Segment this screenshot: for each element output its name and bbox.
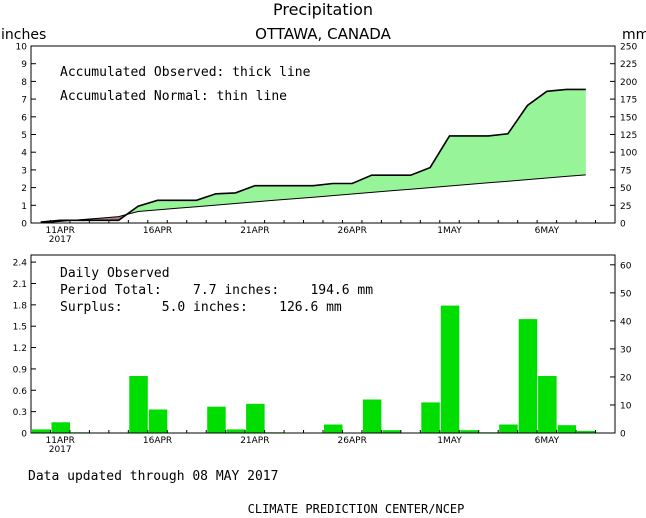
top-left-tick-label: 7	[21, 96, 27, 106]
top-right-tick-label: 225	[620, 60, 637, 70]
right-unit-label: mm	[622, 27, 646, 43]
top-x-tick-label: 21APR	[240, 226, 269, 236]
bottom-left-tick-label: 0	[21, 430, 27, 440]
top-right-tick-label: 200	[620, 78, 637, 88]
top-x-tick-label: 26APR	[338, 226, 367, 236]
normal-line	[40, 174, 586, 224]
top-left-tick-label: 10	[16, 43, 28, 53]
bottom-x-tick-year: 2017	[49, 445, 72, 455]
daily-bar	[129, 376, 148, 433]
deficit-area-1	[73, 214, 127, 221]
bottom-x-tick-label: 26APR	[338, 436, 367, 446]
daily-bar	[460, 430, 479, 433]
top-left-tick-label: 6	[21, 113, 27, 123]
daily-bar	[32, 429, 51, 433]
bottom-left-tick-label: 1.2	[13, 344, 27, 354]
daily-bar	[538, 376, 557, 433]
credit-footer: CLIMATE PREDICTION CENTER/NCEP	[248, 502, 465, 516]
top-right-tick-label: 150	[620, 113, 637, 123]
bottom-left-tick-label: 2.4	[13, 259, 28, 269]
chart-subtitle: OTTAWA, CANADA	[255, 25, 391, 43]
daily-bar	[148, 409, 168, 433]
bottom-left-tick-label: 0.6	[13, 387, 28, 397]
top-right-tick-label: 175	[620, 96, 637, 106]
daily-bar	[440, 305, 460, 433]
daily-bar	[421, 402, 440, 433]
top-right-tick-label: 50	[620, 184, 632, 194]
bottom-x-tick-label: 6MAY	[535, 436, 560, 446]
daily-plot: 0 0.3 0.6 0.9 1.2 1.5 1.8 2.1 2.4 0 10 20 30 40 50 60 11…	[13, 254, 632, 455]
top-right-tick-label: 0	[620, 220, 626, 230]
bottom-x-tick-label: 11APR	[46, 436, 75, 446]
daily-bar	[499, 424, 518, 433]
daily-bar	[518, 319, 538, 433]
bottom-left-tick-label: 1.8	[13, 301, 28, 311]
top-x-tick-label: 6MAY	[535, 226, 560, 236]
daily-bar	[557, 425, 577, 433]
top-right-tick-label: 125	[620, 131, 637, 141]
bottom-right-tick-label: 10	[620, 401, 632, 411]
daily-bar	[51, 422, 70, 433]
accumulated-plot: 0123456789100255075100125150175200225250…	[16, 43, 638, 246]
top-x-tick-label: 1MAY	[437, 226, 462, 236]
bottom-right-tick-label: 50	[620, 289, 632, 299]
chart-title: Precipitation	[273, 0, 373, 19]
bottom-left-tick-label: 1.5	[13, 323, 27, 333]
bottom-x-tick-label: 16APR	[143, 436, 172, 446]
top-left-tick-label: 4	[21, 149, 27, 159]
top-x-tick-label: 11APR	[46, 226, 75, 236]
top-right-tick-label: 100	[620, 149, 637, 159]
daily-bar	[324, 424, 343, 433]
bottom-right-tick-label: 0	[620, 430, 626, 440]
data-updated-footer: Data updated through 08 MAY 2017	[28, 469, 278, 484]
top-right-tick-label: 25	[620, 202, 631, 212]
bottom-left-tick-label: 2.1	[13, 280, 27, 290]
daily-bar	[207, 406, 226, 433]
left-unit-label: inches	[1, 27, 46, 43]
observed-line	[40, 88, 586, 223]
top-annotation-normal: Accumulated Normal: thin line	[60, 89, 287, 104]
daily-bar	[362, 399, 382, 433]
bottom-left-tick-label: 0.9	[13, 365, 28, 375]
daily-annotation-title: Daily Observed	[60, 266, 170, 281]
daily-annotation-surplus: Surplus: 5.0 inches: 126.6 mm	[60, 300, 342, 315]
top-left-tick-label: 1	[21, 202, 27, 212]
top-left-tick-label: 3	[21, 166, 27, 176]
top-left-tick-label: 9	[21, 60, 27, 70]
bottom-right-tick-label: 40	[620, 317, 632, 327]
top-right-tick-label: 75	[620, 166, 631, 176]
daily-bar	[246, 403, 265, 433]
bottom-left-tick-label: 0.3	[13, 408, 27, 418]
top-left-tick-label: 0	[21, 220, 27, 230]
bottom-right-tick-label: 30	[620, 345, 632, 355]
top-left-tick-label: 2	[21, 184, 27, 194]
top-left-tick-label: 8	[21, 78, 27, 88]
daily-bar	[226, 429, 246, 433]
top-x-tick-label: 16APR	[143, 226, 172, 236]
top-right-tick-label: 250	[620, 43, 637, 53]
bottom-right-tick-label: 60	[620, 261, 632, 271]
daily-bar	[577, 430, 596, 433]
surplus-area-2	[126, 89, 586, 215]
top-left-tick-label: 5	[21, 131, 27, 141]
top-annotation-observed: Accumulated Observed: thick line	[60, 65, 311, 80]
bottom-x-tick-label: 1MAY	[437, 436, 462, 446]
daily-bar	[382, 430, 401, 433]
bottom-right-tick-label: 20	[620, 373, 632, 383]
bottom-x-tick-label: 21APR	[240, 436, 269, 446]
daily-annotation-total: Period Total: 7.7 inches: 194.6 mm	[60, 283, 373, 298]
top-x-tick-year: 2017	[49, 235, 72, 245]
